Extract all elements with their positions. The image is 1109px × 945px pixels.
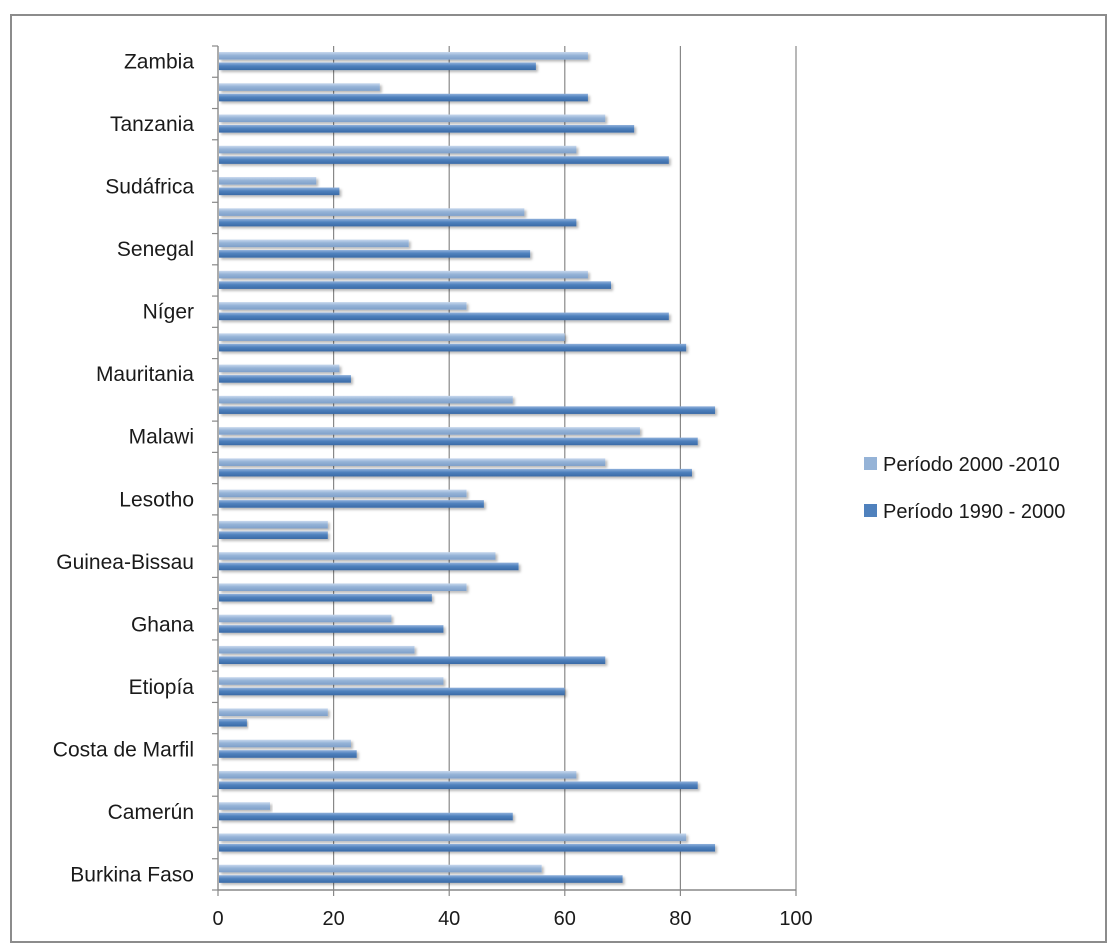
bar-2000-2010	[219, 645, 415, 654]
category-label: Etiopía	[129, 676, 195, 699]
bar-1990-2000	[219, 875, 623, 883]
bar-2000-2010	[219, 739, 351, 748]
bar-2000-2010	[219, 427, 640, 435]
bar-2000-2010	[219, 864, 542, 873]
x-tick-labels: 0 20 40 60 80 100	[212, 908, 812, 930]
bar-1990-2000	[219, 468, 692, 477]
category-label: Senegal	[117, 238, 194, 261]
bar-2000-2010	[219, 83, 380, 91]
legend: Período 2000 -2010 Período 1990 - 2000	[864, 454, 1065, 523]
category-label: Ghana	[131, 613, 194, 636]
bar-1990-2000	[219, 406, 716, 414]
category-label: Níger	[143, 301, 194, 324]
bar-1990-2000	[219, 218, 577, 227]
bar-2000-2010	[219, 677, 444, 685]
category-label: Lesotho	[119, 488, 194, 511]
category-label: Guinea-Bissau	[56, 551, 194, 574]
gridlines	[333, 46, 797, 890]
bar-1990-2000	[219, 250, 531, 258]
legend-swatch-2000-2010	[864, 457, 877, 470]
bar-1990-2000	[219, 781, 698, 790]
category-label: Mauritania	[96, 363, 194, 386]
bar-1990-2000	[219, 437, 698, 446]
bar-1990-2000	[219, 562, 519, 571]
bar-1990-2000	[219, 281, 612, 289]
category-label: Burkina Faso	[70, 863, 194, 886]
bar-1990-2000	[219, 718, 247, 727]
bar-2000-2010	[219, 52, 588, 60]
chart-frame: 0 20 40 60 80 100 Zambia Tanzania Sudáfrica Sene…	[10, 14, 1107, 943]
bar-2000-2010	[219, 239, 409, 248]
bar-2000-2010	[219, 208, 525, 216]
x-tick-label: 80	[669, 908, 691, 930]
bar-1990-2000	[219, 843, 716, 852]
bar-1990-2000	[219, 125, 635, 133]
bar-1990-2000	[219, 500, 484, 508]
x-tick-label: 60	[554, 908, 576, 930]
bar-1990-2000	[219, 625, 444, 633]
bar-chart: 0 20 40 60 80 100 Zambia Tanzania Sudáfrica Sene…	[53, 45, 1065, 930]
bar-2000-2010	[219, 552, 496, 560]
bar-2000-2010	[219, 458, 606, 466]
category-label: Camerún	[108, 801, 194, 824]
bar-2000-2010	[219, 833, 687, 842]
bar-2000-2010	[219, 802, 271, 810]
bar-2000-2010	[219, 583, 467, 592]
x-tick-label: 40	[438, 908, 460, 930]
bar-1990-2000	[219, 62, 536, 71]
bars	[219, 52, 716, 883]
x-tick-label: 20	[322, 908, 344, 930]
bar-1990-2000	[219, 312, 669, 321]
axes	[212, 45, 797, 896]
bar-2000-2010	[219, 770, 577, 779]
category-label: Malawi	[129, 426, 194, 449]
bar-2000-2010	[219, 114, 606, 123]
category-label: Tanzania	[110, 113, 194, 136]
bar-2000-2010	[219, 395, 513, 404]
bar-1990-2000	[219, 656, 606, 665]
legend-label-1990-2000: Período 1990 - 2000	[883, 501, 1065, 523]
bar-1990-2000	[219, 375, 351, 383]
bar-2000-2010	[219, 364, 340, 373]
bar-2000-2010	[219, 614, 392, 623]
legend-label-2000-2010: Período 2000 -2010	[883, 454, 1060, 476]
bar-2000-2010	[219, 489, 467, 498]
bar-1990-2000	[219, 156, 669, 164]
bar-2000-2010	[219, 177, 317, 185]
x-tick-label: 100	[779, 908, 812, 930]
bar-1990-2000	[219, 750, 357, 758]
category-label: Zambia	[124, 51, 194, 74]
bar-1990-2000	[219, 812, 513, 821]
bar-1990-2000	[219, 593, 432, 602]
bar-2000-2010	[219, 145, 577, 154]
bar-1990-2000	[219, 531, 328, 539]
bar-2000-2010	[219, 520, 328, 529]
bar-1990-2000	[219, 93, 588, 102]
bar-2000-2010	[219, 333, 565, 341]
bar-2000-2010	[219, 302, 467, 310]
bar-1990-2000	[219, 687, 565, 696]
category-label: Costa de Marfil	[53, 738, 194, 761]
category-labels: Zambia Tanzania Sudáfrica Senegal Níger Mauri…	[53, 51, 195, 887]
category-label: Sudáfrica	[105, 176, 194, 199]
bar-2000-2010	[219, 270, 588, 279]
bar-1990-2000	[219, 343, 687, 352]
legend-swatch-1990-2000	[864, 504, 877, 517]
x-tick-label: 0	[212, 908, 223, 930]
bar-2000-2010	[219, 708, 328, 717]
bar-1990-2000	[219, 187, 340, 196]
